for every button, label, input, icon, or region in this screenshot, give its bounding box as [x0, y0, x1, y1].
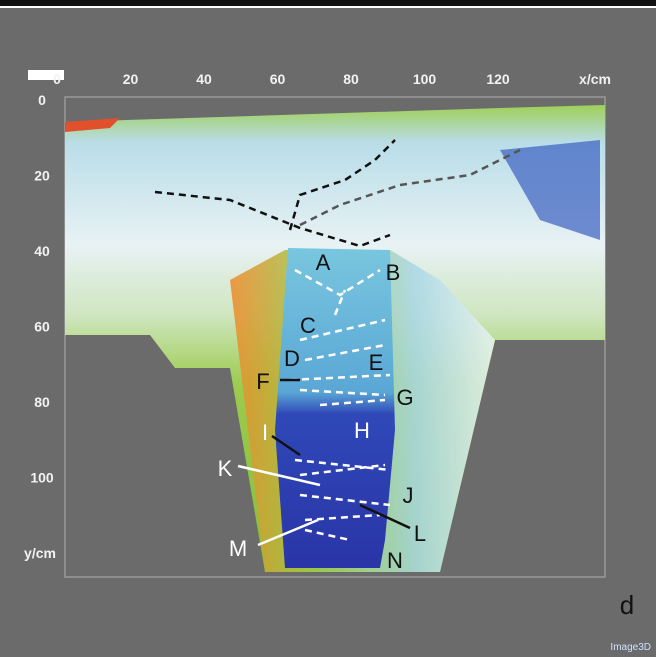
heatmap-stem	[275, 248, 395, 568]
x-tick-label: 80	[343, 71, 359, 87]
x-tick-label: 100	[413, 71, 437, 87]
dashed-lines	[154, 139, 521, 542]
x-axis-label: x/cm	[579, 71, 611, 87]
x-tick-label: 60	[270, 71, 286, 87]
region-label: B	[386, 260, 401, 285]
region-label: L	[414, 521, 426, 546]
y-tick-label: 40	[34, 243, 50, 259]
region-label: H	[354, 418, 370, 443]
region-label: E	[369, 350, 384, 375]
y-axis-label: y/cm	[24, 545, 56, 561]
y-tick-label: 0	[38, 92, 46, 108]
region-label: K	[218, 456, 233, 481]
watermark: Image3D	[610, 642, 651, 653]
blue-patch	[500, 140, 600, 240]
tick-blob	[28, 70, 64, 80]
leader-lines	[237, 378, 411, 547]
x-tick-label: 120	[486, 71, 510, 87]
x-tick-label: 20	[123, 71, 139, 87]
y-tick-label: 80	[34, 394, 50, 410]
x-tick-label: 0	[53, 71, 61, 87]
x-tick-label: 40	[196, 71, 212, 87]
region-label: F	[256, 369, 269, 394]
region-label: M	[229, 536, 247, 561]
region-label: N	[387, 548, 403, 573]
labels: 0 20 40 60 80 100 120 x/cm 0 20 40 60 80 100 y/cm A B CD E…	[24, 71, 611, 573]
region-label: I	[262, 420, 268, 445]
hot-spot	[65, 118, 120, 132]
region-label: A	[316, 250, 331, 275]
y-tick-label: 20	[34, 168, 50, 184]
region-label: J	[403, 483, 414, 508]
y-tick-label: 60	[34, 319, 50, 335]
region-label: C	[300, 313, 316, 338]
y-tick-label: 100	[30, 470, 54, 486]
panel-label: d	[620, 590, 634, 620]
region-label: D	[284, 346, 300, 371]
top-band	[0, 0, 656, 8]
region-label: G	[396, 385, 413, 410]
